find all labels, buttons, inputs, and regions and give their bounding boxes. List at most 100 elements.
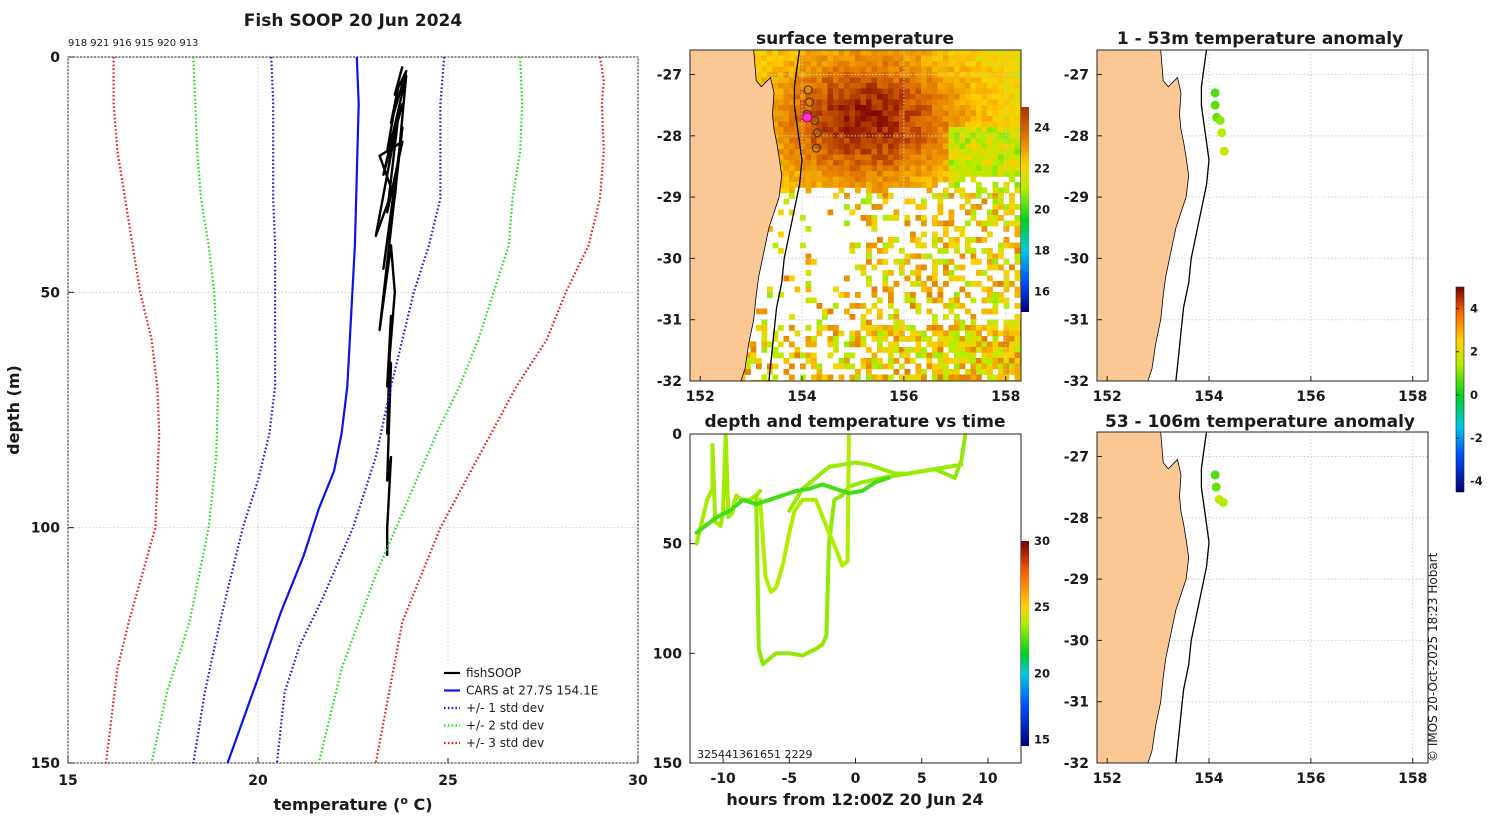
sst-cell [789, 127, 795, 133]
sst-cell [1014, 83, 1021, 89]
sst-cell [937, 88, 944, 95]
sst-cell [965, 99, 971, 106]
sst-cell [1003, 363, 1010, 370]
sst-cell [833, 363, 839, 370]
sst-cell [822, 160, 828, 166]
sst-cell [992, 138, 999, 144]
sst-cell [1003, 66, 1010, 73]
sst-cell [805, 66, 812, 73]
sst-cell [921, 171, 927, 177]
sst-cell [871, 121, 878, 128]
sst-cell [921, 220, 927, 227]
sst-cell [893, 341, 900, 348]
sst-cell [992, 347, 999, 353]
profile-ytick-label: 150 [31, 756, 60, 772]
sst-cell [816, 110, 823, 117]
sst-cell [948, 270, 955, 276]
sst-cell [926, 352, 933, 359]
sst-cell [794, 138, 801, 144]
anomaly-colorbar-label: 4 [1470, 302, 1478, 316]
sst-cell [904, 127, 911, 133]
sst-cell [816, 319, 823, 326]
sst-cell [987, 66, 993, 73]
sst-cell [882, 105, 889, 111]
sst-cell [904, 215, 911, 221]
sst-cell [954, 55, 960, 62]
sst-cell [948, 72, 955, 78]
sst-cell [882, 198, 889, 205]
sst-cell [998, 83, 1004, 89]
sst-cell [761, 330, 768, 337]
sst-cell [948, 369, 955, 375]
sst-cell [838, 116, 845, 122]
sst-cell [888, 121, 894, 128]
sst-cell [899, 264, 905, 271]
sst-cell [981, 187, 988, 194]
sst-cell [745, 369, 751, 375]
sst-cell [844, 116, 850, 122]
sst-cell [921, 99, 927, 106]
sst-cell [910, 88, 916, 95]
sst-cell [1014, 99, 1021, 106]
sst-cell [816, 374, 823, 381]
sst-cell [970, 61, 977, 67]
sst-cell [866, 220, 872, 227]
profile-series [104, 56, 605, 764]
sst-cell [772, 242, 779, 249]
sst-cell [992, 187, 999, 194]
sst-cell [789, 116, 795, 122]
sst-cell [921, 347, 927, 353]
sst-cell [1014, 286, 1021, 293]
sst-cell [910, 77, 916, 84]
sst-cell [1003, 171, 1010, 177]
sst-cell [866, 50, 872, 56]
sst-cell [860, 121, 867, 128]
sst-cell [899, 50, 905, 56]
sst-cell [959, 275, 966, 282]
sst-cell [866, 347, 872, 353]
sst-cell [899, 160, 905, 166]
sst-cell [827, 55, 834, 62]
sst-cell [987, 55, 993, 62]
sst-cell [1003, 94, 1010, 100]
sst-cell [855, 341, 861, 348]
sst-cell [1009, 209, 1015, 216]
sst-cell [954, 99, 960, 106]
sst-cell [838, 66, 845, 73]
sst-cell [904, 110, 911, 117]
sst-cell [871, 94, 878, 100]
sst-cell [954, 297, 960, 304]
sst-cell [789, 110, 795, 117]
sst-cell [937, 77, 944, 84]
sst-cell [921, 369, 927, 375]
sst-cell [981, 165, 988, 172]
sst-cell [805, 165, 812, 172]
sst-cell [965, 374, 971, 381]
sst-cell [948, 325, 955, 331]
sst-cell [959, 336, 966, 342]
sst-cell [745, 352, 751, 359]
sst-cell [981, 55, 988, 62]
sst-cell [937, 198, 944, 205]
sst-cell [849, 248, 856, 254]
sst-cell [844, 220, 850, 227]
sst-cell [904, 50, 911, 56]
sst-cell [904, 182, 911, 188]
sst-cell [816, 330, 823, 337]
sst-cell [1014, 220, 1021, 227]
sst-cell [893, 61, 900, 67]
sst-cell [965, 292, 971, 298]
sst-cell [987, 72, 993, 78]
profile-ylabel: depth (m) [4, 365, 23, 455]
sst-cell [871, 116, 878, 122]
sst-cell [1009, 99, 1015, 106]
sst-cell [783, 94, 790, 100]
sst-cell [904, 55, 911, 62]
anom2-ytick-label: -27 [1064, 450, 1089, 466]
profile-legend-label: +/- 3 std dev [466, 736, 544, 750]
sst-cell [987, 319, 993, 326]
sst-cell [959, 231, 966, 238]
sst-cell [981, 149, 988, 155]
sst-cell [882, 281, 889, 287]
